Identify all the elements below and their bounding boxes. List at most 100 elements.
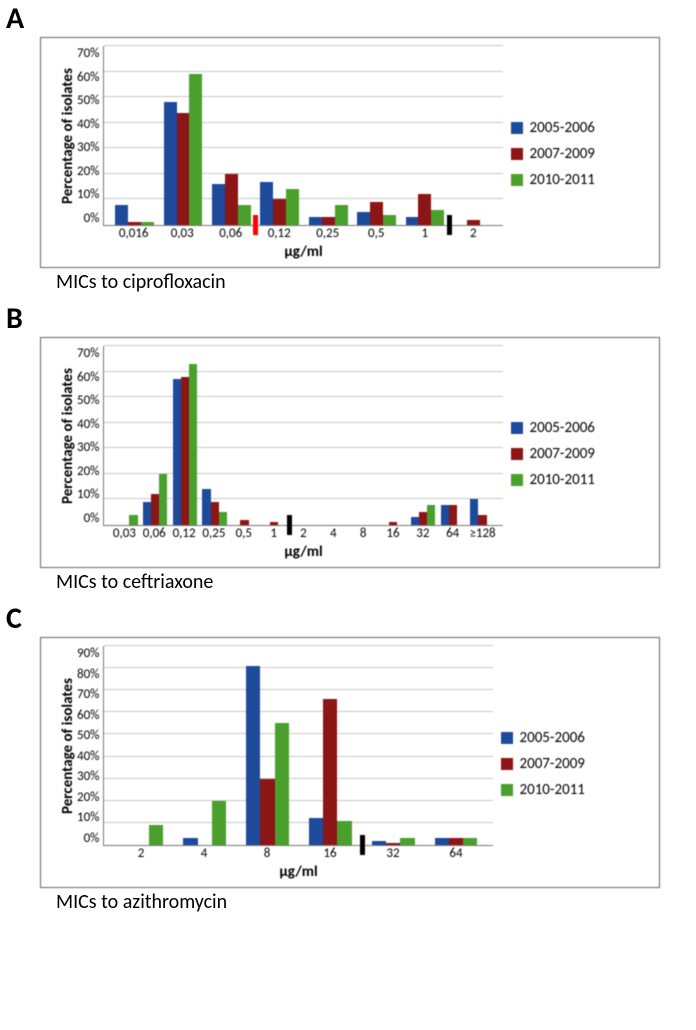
y-axis-label: Percentage of isolates bbox=[59, 46, 77, 226]
bar bbox=[181, 377, 189, 525]
legend-item: 2007-2009 bbox=[511, 145, 594, 163]
legend-label: 2005-2006 bbox=[519, 729, 584, 747]
bar bbox=[431, 210, 444, 225]
panel-letter: C bbox=[6, 600, 696, 637]
legend-label: 2007-2009 bbox=[519, 755, 584, 773]
bar-group bbox=[159, 46, 207, 225]
bar bbox=[211, 502, 219, 525]
bar bbox=[275, 723, 289, 845]
bar bbox=[309, 217, 322, 225]
panel-A: A Percentage of isolates70%60%50%40%30%20… bbox=[0, 0, 696, 294]
bar bbox=[164, 102, 177, 225]
legend-item: 2007-2009 bbox=[511, 445, 594, 463]
plot-area bbox=[103, 46, 503, 226]
legend-label: 2005-2006 bbox=[529, 119, 594, 137]
bar-group bbox=[438, 346, 468, 525]
legend-swatch bbox=[511, 474, 523, 486]
legend-swatch bbox=[501, 758, 513, 770]
bar bbox=[449, 838, 463, 845]
bar-group bbox=[362, 646, 425, 845]
bar bbox=[273, 199, 286, 225]
bar bbox=[406, 217, 419, 225]
bar bbox=[151, 494, 159, 525]
bar-group bbox=[173, 646, 236, 845]
panel-C: C Percentage of isolates90%80%70%60%50%40… bbox=[0, 600, 696, 914]
bar bbox=[322, 217, 335, 225]
x-axis-label: μg/ml bbox=[103, 243, 503, 261]
bar-group bbox=[110, 346, 140, 525]
bar bbox=[441, 505, 449, 525]
bar bbox=[411, 517, 419, 525]
legend-swatch bbox=[511, 174, 523, 186]
legend-swatch bbox=[501, 732, 513, 744]
bar-group bbox=[304, 46, 352, 225]
y-axis-label: Percentage of isolates bbox=[59, 646, 77, 846]
bar bbox=[225, 174, 238, 225]
y-axis-ticks: 70%60%50%40%30%20%10%0% bbox=[77, 46, 103, 226]
bar bbox=[419, 512, 427, 525]
bar-group bbox=[110, 46, 158, 225]
breakpoint-marker bbox=[287, 515, 292, 535]
bar-group bbox=[408, 346, 438, 525]
legend-item: 2005-2006 bbox=[511, 119, 594, 137]
bar-group bbox=[299, 646, 362, 845]
bar-group bbox=[401, 46, 449, 225]
bar bbox=[189, 364, 197, 525]
bar bbox=[478, 515, 486, 525]
bar-group bbox=[170, 346, 200, 525]
legend-item: 2010-2011 bbox=[501, 781, 584, 799]
plot-area bbox=[103, 646, 493, 846]
legend: 2005-20062007-20092010-2011 bbox=[511, 419, 594, 489]
legend-item: 2010-2011 bbox=[511, 171, 594, 189]
bar-group bbox=[259, 346, 289, 525]
panel-caption: MICs to ceftriaxone bbox=[56, 570, 696, 594]
bar-group bbox=[468, 346, 498, 525]
panel-letter: A bbox=[6, 0, 696, 37]
bar bbox=[470, 499, 478, 525]
legend: 2005-2006 2007-2009 2010-2011 bbox=[511, 119, 594, 189]
bar bbox=[370, 202, 383, 225]
x-axis-label: μg/ml bbox=[103, 543, 503, 561]
bar bbox=[212, 801, 226, 845]
bar bbox=[427, 505, 435, 525]
bar bbox=[202, 489, 210, 525]
breakpoint-marker bbox=[447, 215, 452, 235]
y-axis-label: Percentage of isolates bbox=[59, 346, 77, 526]
bar bbox=[141, 222, 154, 225]
bar bbox=[467, 220, 480, 225]
bar-group bbox=[319, 346, 349, 525]
plot-area bbox=[103, 346, 503, 526]
bar bbox=[149, 825, 163, 845]
bar bbox=[128, 222, 141, 225]
bar bbox=[212, 184, 225, 225]
bar bbox=[309, 818, 323, 845]
y-axis-ticks: 90%80%70%60%50%40%30%20%10%0% bbox=[77, 646, 103, 846]
y-axis-ticks: 70%60%50%40%30%20%10%0% bbox=[77, 346, 103, 526]
bar-group bbox=[207, 46, 255, 225]
bar bbox=[386, 843, 400, 845]
bar-group bbox=[449, 46, 497, 225]
legend-label: 2005-2006 bbox=[529, 419, 594, 437]
breakpoint-marker bbox=[253, 215, 258, 235]
panel-caption: MICs to ciprofloxacin bbox=[56, 270, 696, 294]
bar-group bbox=[236, 646, 299, 845]
chart-frame: Percentage of isolates70%60%50%40%30%20%… bbox=[40, 337, 660, 568]
bar-group bbox=[110, 646, 173, 845]
legend-swatch bbox=[511, 448, 523, 460]
legend-label: 2007-2009 bbox=[529, 145, 594, 163]
x-axis-label: μg/ml bbox=[103, 863, 493, 881]
bar bbox=[372, 841, 386, 845]
bar bbox=[260, 182, 273, 225]
bar bbox=[260, 779, 274, 845]
legend-label: 2007-2009 bbox=[529, 445, 594, 463]
bar bbox=[449, 505, 457, 525]
figure: APercentage of isolates70%60%50%40%30%20… bbox=[0, 0, 696, 914]
bar-group bbox=[352, 46, 400, 225]
bar-group bbox=[230, 346, 260, 525]
breakpoint-marker bbox=[360, 835, 365, 855]
panel-letter: B bbox=[6, 300, 696, 337]
legend-swatch bbox=[501, 784, 513, 796]
legend: 2005-2006 2007-2009 2010-2011 bbox=[501, 729, 584, 799]
bar bbox=[335, 205, 348, 225]
bar-group bbox=[256, 46, 304, 225]
